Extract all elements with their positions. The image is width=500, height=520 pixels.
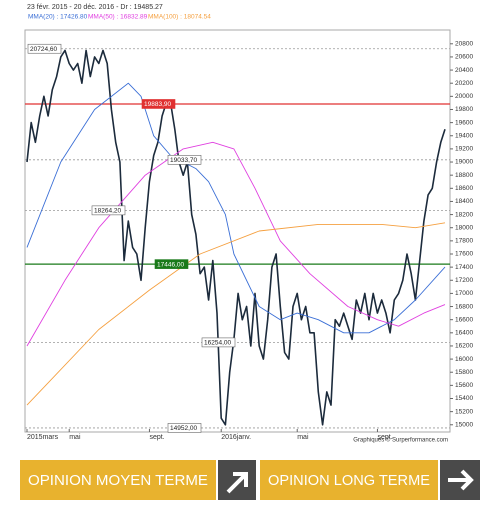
arrow-button[interactable]	[218, 460, 256, 500]
y-tick-label: 18800	[455, 172, 473, 179]
moving-average	[26, 222, 446, 406]
y-tick-label: 20800	[455, 41, 473, 48]
y-tick-label: 17000	[455, 290, 473, 297]
level-label: 19033,70	[170, 157, 197, 164]
moving-average	[26, 82, 446, 334]
y-tick-label: 20400	[455, 67, 473, 74]
arrow-right	[448, 469, 474, 491]
y-tick-label: 17800	[455, 238, 473, 245]
credit: Graphiques © Surperformance.com	[353, 437, 448, 444]
button-label: OPINION MOYEN TERME	[28, 472, 208, 489]
legend-entry: MMA(20) : 17426.80	[28, 14, 88, 21]
y-tick-label: 15200	[455, 408, 473, 415]
y-tick-label: 15600	[455, 382, 473, 389]
level-label: 17446,00	[157, 261, 184, 268]
y-tick-label: 16600	[455, 316, 473, 323]
price-line	[26, 49, 446, 426]
arrow-up-right	[226, 472, 248, 494]
y-tick-label: 18000	[455, 224, 473, 231]
y-tick-label: 19800	[455, 106, 473, 113]
y-tick-label: 17400	[455, 264, 473, 271]
y-tick-label: 19200	[455, 146, 473, 153]
buttons: OPINION MOYEN TERME OPINION LONG TERME	[20, 460, 480, 500]
y-tick-label: 18400	[455, 198, 473, 205]
button-label: OPINION LONG TERME	[268, 472, 430, 489]
y-tick-label: 20600	[455, 54, 473, 61]
level-label: 20724,60	[30, 46, 57, 53]
y-tick-label: 15800	[455, 369, 473, 376]
y-tick-label: 18600	[455, 185, 473, 192]
y-tick-label: 15400	[455, 395, 473, 402]
chart-title: 23 févr. 2015 - 20 déc. 2016 - Dr : 1948…	[27, 4, 163, 11]
x-tick-label: mai	[297, 434, 309, 441]
level-box	[27, 43, 62, 54]
y-tick-label: 17200	[455, 277, 473, 284]
level-label: 18264,20	[94, 208, 121, 215]
level-label: 14952,00	[170, 425, 197, 432]
y-tick-label: 17600	[455, 251, 473, 258]
y-tick-label: 16800	[455, 303, 473, 310]
level-box	[167, 423, 202, 433]
button[interactable]	[260, 460, 438, 500]
x-tick-label: sept.	[149, 434, 164, 441]
level-box	[91, 205, 126, 216]
x-tick-label: 2016janv.	[221, 434, 251, 441]
level-label: 16254,00	[204, 340, 231, 347]
level-label: 19883,90	[144, 101, 171, 108]
level-box	[167, 155, 202, 165]
y-tick-label: 19600	[455, 119, 473, 126]
button[interactable]	[20, 460, 216, 500]
y-tick-label: 16400	[455, 330, 473, 337]
y-tick-label: 18200	[455, 211, 473, 218]
x-tick-label: mai	[69, 434, 81, 441]
y-tick-label: 16000	[455, 356, 473, 363]
y-tick-label: 19400	[455, 132, 473, 139]
y-tick-label: 19000	[455, 159, 473, 166]
y-tick-label: 15000	[455, 421, 473, 428]
legend-entry: MMA(100) : 18074.54	[148, 14, 211, 21]
y-tick-label: 20200	[455, 80, 473, 87]
level-box	[141, 99, 176, 109]
level-box	[154, 259, 189, 269]
level-box	[201, 337, 236, 348]
legend-entry: MMA(50) : 16832.89	[88, 14, 148, 21]
y-tick-label: 16200	[455, 343, 473, 350]
plot-area	[24, 29, 451, 433]
x-tick-label: 2015mars	[27, 434, 59, 441]
x-tick-label: sept.	[377, 434, 392, 441]
y-tick-label: 20000	[455, 93, 473, 100]
